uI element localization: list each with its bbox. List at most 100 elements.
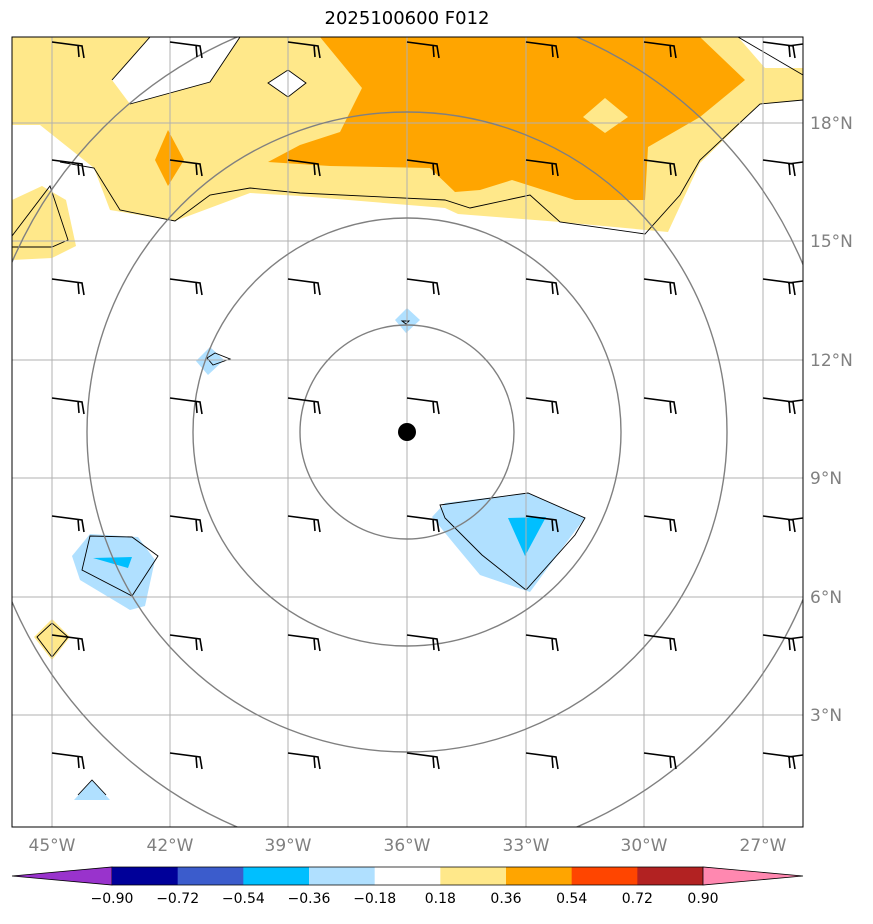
deepblue-east — [508, 517, 546, 556]
wind-barb — [762, 397, 796, 415]
wind-barb — [169, 278, 203, 296]
colorbar-tick-label: −0.72 — [156, 891, 199, 907]
lat-label-15: 15°N — [810, 232, 853, 252]
wind-barb — [169, 397, 203, 415]
wind-barb — [787, 517, 803, 521]
wind-barb — [643, 278, 677, 296]
lon-label-36w: 36°W — [384, 836, 431, 856]
ring-1 — [299, 324, 515, 540]
colorbar-segment — [309, 867, 376, 885]
colorbar-segment — [374, 867, 441, 885]
colorbar-tick-label: 0.72 — [622, 891, 653, 907]
lon-label-30w: 30°W — [621, 836, 668, 856]
wind-barb — [406, 634, 440, 652]
storm-center-marker — [398, 423, 416, 441]
wind-barb — [51, 752, 85, 770]
wind-barb — [51, 397, 85, 415]
map-plot-area — [12, 37, 803, 827]
colorbar-segment — [177, 867, 244, 885]
wind-barb — [406, 41, 440, 59]
wind-barb — [787, 399, 803, 403]
wind-barb — [643, 634, 677, 652]
lightblue-west — [72, 534, 155, 610]
colorbar-tick-label: 0.36 — [490, 891, 521, 907]
colorbar-segment — [440, 867, 507, 885]
lon-label-42w: 42°W — [147, 836, 194, 856]
wind-barb — [406, 752, 440, 770]
wind-barb — [787, 161, 803, 165]
ring-2 — [192, 217, 622, 647]
wind-barb — [169, 159, 203, 177]
figure-title: 2025100600 F012 — [324, 8, 490, 29]
lat-label-6: 6°N — [810, 588, 842, 608]
wind-barb — [762, 515, 796, 533]
wind-barb — [287, 397, 321, 415]
wind-barb — [406, 397, 440, 415]
wind-barb — [525, 397, 559, 415]
wind-barb — [51, 515, 85, 533]
wind-barb — [525, 752, 559, 770]
lon-label-45w: 45°W — [29, 836, 76, 856]
wind-barb — [643, 515, 677, 533]
lat-label-9: 9°N — [810, 469, 842, 489]
colorbar: −0.90 −0.72 −0.54 −0.36 −0.18 0.18 0.36 0.54 0.7… — [11, 866, 804, 907]
wind-barb — [406, 515, 440, 533]
wind-barbs — [51, 41, 803, 770]
wind-barb — [762, 278, 796, 296]
lightblue-bottom — [74, 780, 110, 800]
colorbar-tick-label: 0.18 — [425, 891, 456, 907]
wind-barb — [525, 634, 559, 652]
wind-barb — [51, 159, 85, 177]
colorbar-tick-label: 0.90 — [687, 891, 718, 907]
colorbar-tick-label: −0.90 — [91, 891, 134, 907]
colorbar-segment — [506, 867, 573, 885]
yellow-diamond-inner — [583, 98, 628, 133]
deepblue-west — [93, 557, 132, 568]
wind-barb — [525, 159, 559, 177]
wind-barb — [287, 752, 321, 770]
wind-barb — [169, 41, 203, 59]
wind-barb — [287, 159, 321, 177]
lon-labels: 45°W 42°W 39°W 36°W 33°W 30°W 27°W — [29, 836, 787, 856]
wind-barb — [787, 754, 803, 758]
wind-barb — [525, 278, 559, 296]
wind-barb — [169, 515, 203, 533]
lat-label-3: 3°N — [810, 706, 842, 726]
wind-barb — [643, 397, 677, 415]
grid-lines — [12, 37, 803, 827]
lat-label-18: 18°N — [810, 114, 853, 134]
lon-label-33w: 33°W — [503, 836, 550, 856]
colorbar-segment — [112, 867, 179, 885]
wind-barb — [787, 636, 803, 640]
wind-barb — [169, 752, 203, 770]
colorbar-tick-label: −0.18 — [353, 891, 396, 907]
wind-barb — [287, 278, 321, 296]
lat-labels: 3°N 6°N 9°N 12°N 15°N 18°N — [810, 114, 853, 726]
wind-barb — [787, 280, 803, 284]
wind-barb — [762, 752, 796, 770]
colorbar-extend-min — [11, 866, 113, 886]
wind-barb — [406, 159, 440, 177]
colorbar-segment — [571, 867, 638, 885]
wind-barb — [787, 43, 803, 47]
wind-barb — [51, 41, 85, 59]
colorbar-segment — [243, 867, 310, 885]
wind-barb — [287, 634, 321, 652]
wind-barb — [525, 515, 559, 533]
white-hole-1 — [112, 37, 240, 104]
wind-barb — [406, 278, 440, 296]
wind-barb — [643, 752, 677, 770]
wind-barb — [762, 159, 796, 177]
wind-barb — [287, 41, 321, 59]
range-rings — [12, 37, 803, 827]
wind-barb — [525, 41, 559, 59]
colorbar-segment — [637, 867, 704, 885]
contour-lines — [12, 37, 803, 796]
wind-barb — [643, 159, 677, 177]
wind-barb — [169, 634, 203, 652]
wind-barb — [287, 515, 321, 533]
orange-band — [268, 37, 745, 200]
wind-barb — [51, 278, 85, 296]
colorbar-extend-max — [702, 866, 804, 886]
